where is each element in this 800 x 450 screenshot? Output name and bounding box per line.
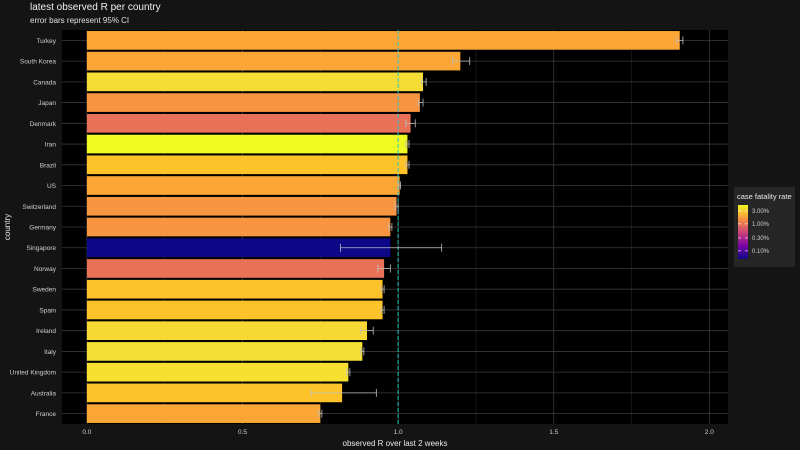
- x-tick-label: 1.5: [549, 429, 558, 436]
- y-tick-label: Italy: [44, 349, 57, 356]
- legend-label: 3.00%: [752, 209, 770, 215]
- y-tick-label: Germany: [29, 225, 56, 232]
- y-tick-label: Turkey: [36, 38, 56, 45]
- y-tick-label: US: [47, 183, 57, 190]
- y-tick-label: United Kingdom: [10, 370, 56, 377]
- chart-title: latest observed R per country: [30, 2, 161, 13]
- bar: [86, 93, 420, 112]
- bar: [86, 217, 391, 237]
- bar: [86, 383, 343, 403]
- y-axis-label: country: [3, 214, 12, 240]
- x-tick-label: 1.0: [394, 429, 403, 436]
- y-tick-label: Spain: [39, 307, 56, 314]
- bar: [86, 300, 383, 320]
- y-tick-label: Sweden: [33, 287, 57, 294]
- legend-colorbar: [738, 205, 748, 259]
- bar: [86, 113, 411, 133]
- chart-subtitle: error bars represent 95% CI: [30, 16, 130, 25]
- error-bar: [421, 77, 427, 86]
- error-bar: [310, 388, 377, 397]
- bar: [86, 196, 397, 216]
- error-bar: [405, 160, 410, 169]
- error-bar: [360, 347, 365, 356]
- bar: [86, 321, 367, 341]
- bar: [86, 176, 400, 195]
- x-tick-label: 0.0: [82, 429, 91, 436]
- y-tick-label: Australia: [31, 390, 57, 397]
- y-tick-label: Denmark: [30, 121, 57, 128]
- bar: [86, 72, 424, 92]
- error-bar: [452, 57, 471, 66]
- x-tick-label: 2.0: [705, 429, 714, 436]
- y-tick-label: Iran: [45, 142, 57, 149]
- y-tick-label: Japan: [38, 100, 56, 107]
- bar: [86, 362, 349, 382]
- y-tick-label: Brazil: [40, 162, 57, 169]
- error-bar: [676, 36, 684, 45]
- legend-label: 1.00%: [752, 222, 770, 228]
- y-tick-label: France: [36, 411, 57, 418]
- error-bar: [346, 368, 351, 377]
- bar: [86, 134, 408, 154]
- bar: [86, 342, 363, 361]
- error-bar: [417, 98, 424, 107]
- bar: [86, 155, 408, 175]
- error-bar: [380, 305, 385, 314]
- error-bar: [405, 140, 410, 149]
- x-axis-label: observed R over last 2 weeks: [343, 439, 448, 448]
- bar: [86, 259, 385, 278]
- error-bar: [398, 181, 402, 190]
- bar: [86, 31, 680, 50]
- error-bar: [405, 119, 416, 128]
- bar: [86, 238, 391, 258]
- y-tick-label: Singapore: [26, 245, 56, 252]
- legend-label: 0.30%: [752, 236, 770, 242]
- y-tick-label: Ireland: [36, 328, 56, 335]
- legend-title: case fatality rate: [737, 192, 792, 201]
- error-bar: [388, 223, 393, 231]
- error-bar: [360, 326, 374, 335]
- error-bar: [340, 243, 443, 252]
- x-tick-label: 0.5: [238, 429, 247, 436]
- error-bar: [377, 264, 391, 273]
- y-tick-label: Canada: [33, 79, 56, 86]
- error-bar: [394, 202, 399, 211]
- bar: [86, 404, 321, 423]
- legend-label: 0.10%: [752, 249, 770, 255]
- bar: [86, 51, 461, 71]
- error-bar: [318, 409, 323, 418]
- error-bar: [380, 285, 385, 294]
- bar: [86, 279, 383, 299]
- y-tick-label: South Korea: [20, 59, 57, 66]
- y-tick-label: Norway: [34, 266, 57, 273]
- y-tick-label: Switzerland: [22, 204, 56, 211]
